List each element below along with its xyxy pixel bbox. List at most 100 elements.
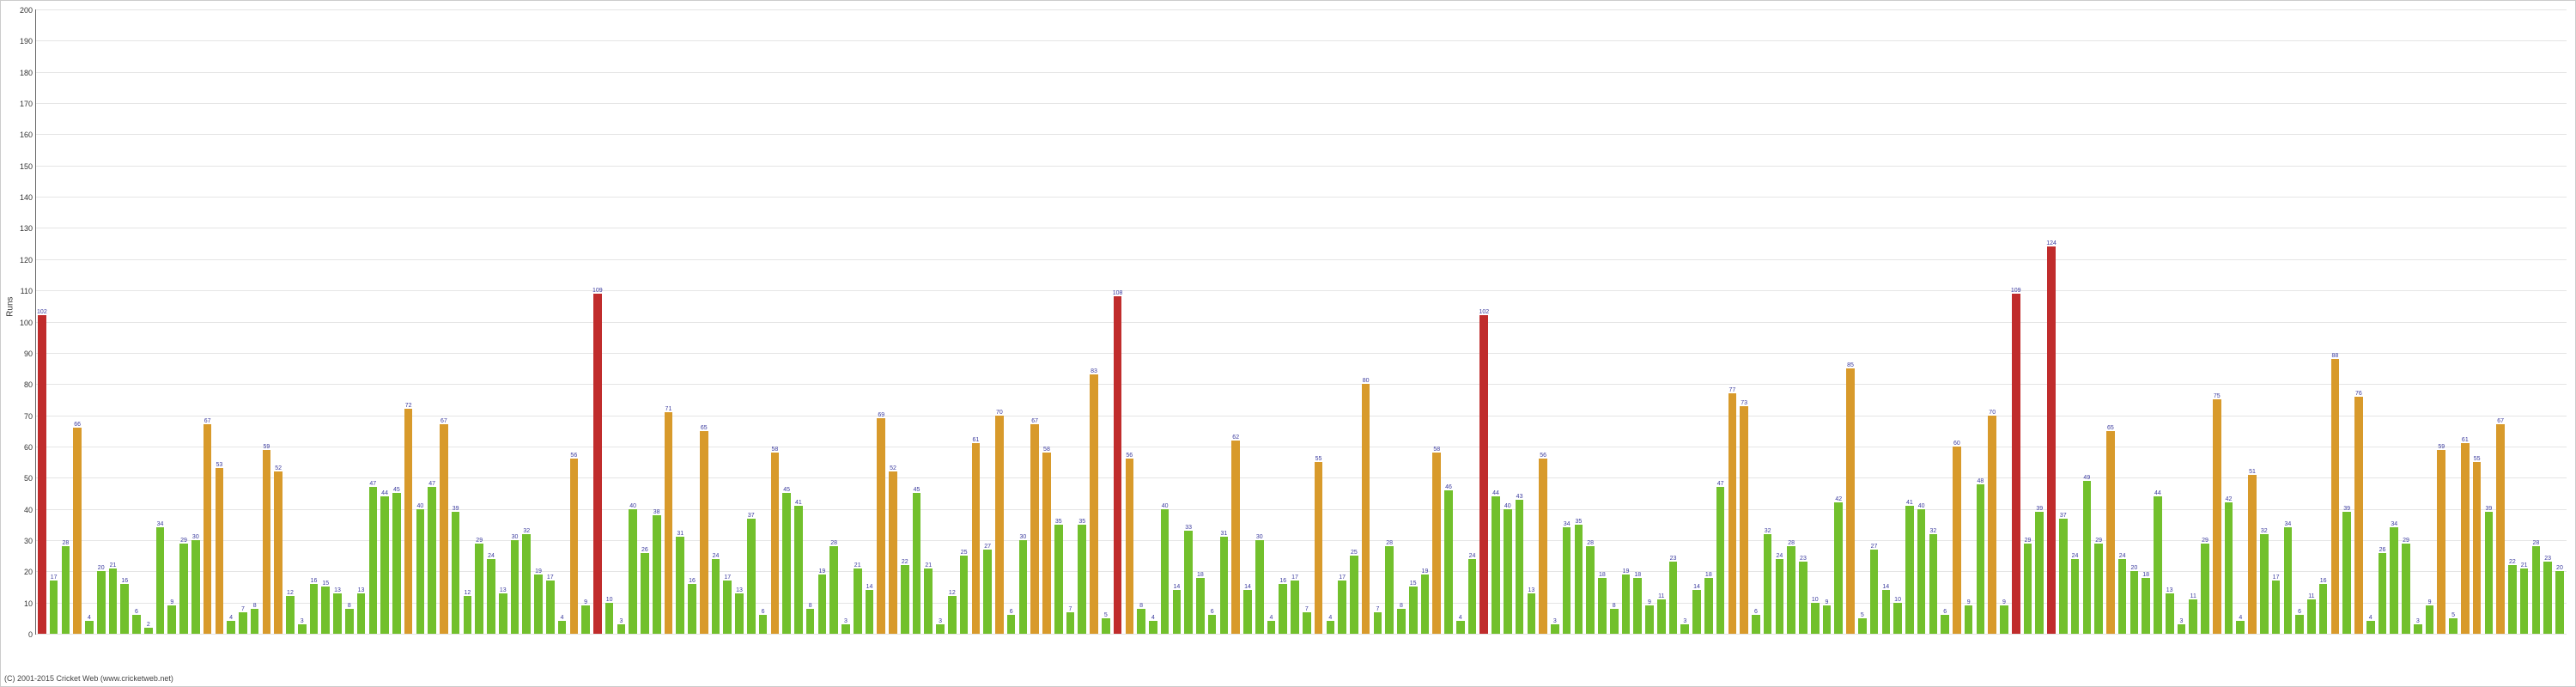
- bar-value-label: 7: [1069, 606, 1072, 612]
- bar-value-label: 6: [1943, 609, 1947, 615]
- bar-fill: [581, 605, 590, 634]
- bar-value-label: 5: [2451, 612, 2455, 618]
- bar: 10: [1809, 9, 1821, 634]
- bar: 29: [473, 9, 485, 634]
- ytick-label: 160: [20, 131, 36, 139]
- bar-value-label: 34: [157, 521, 164, 527]
- bar: 35: [1053, 9, 1065, 634]
- bar: 52: [272, 9, 284, 634]
- bar-fill: [546, 581, 555, 634]
- bar: 16: [1277, 9, 1289, 634]
- bar-fill: [2118, 559, 2127, 634]
- bar-value-label: 9: [170, 599, 173, 605]
- bar-value-label: 40: [1162, 503, 1169, 509]
- bar-value-label: 102: [37, 309, 47, 315]
- bar-fill: [1622, 575, 1631, 634]
- bar: 17: [2270, 9, 2282, 634]
- bar-value-label: 8: [253, 603, 257, 609]
- bar-value-label: 19: [1623, 568, 1630, 575]
- bar-fill: [1019, 540, 1028, 634]
- bar-fill: [1870, 550, 1879, 634]
- bar-fill: [1645, 605, 1654, 634]
- bar-fill: [2543, 562, 2552, 634]
- bar: 32: [520, 9, 532, 634]
- bar-fill: [1917, 509, 1926, 634]
- bar-value-label: 27: [984, 544, 991, 550]
- bar: 71: [663, 9, 675, 634]
- bar-fill: [877, 418, 885, 634]
- bar-fill: [641, 553, 649, 635]
- bar-value-label: 38: [653, 509, 660, 515]
- bar-fill: [1823, 605, 1832, 634]
- bar-fill: [511, 540, 519, 634]
- bar-value-label: 13: [1528, 587, 1534, 593]
- ytick-label: 60: [24, 443, 36, 452]
- bar: 45: [391, 9, 403, 634]
- bar: 58: [1431, 9, 1443, 634]
- bar-value-label: 15: [322, 581, 329, 587]
- bar: 9: [580, 9, 592, 634]
- bar-fill: [2130, 571, 2139, 634]
- bar-fill: [806, 609, 815, 634]
- bar-fill: [1409, 587, 1418, 634]
- bar: 18: [1596, 9, 1608, 634]
- bar: 34: [2281, 9, 2293, 634]
- bar-value-label: 39: [453, 506, 459, 512]
- bar: 13: [355, 9, 368, 634]
- bar-value-label: 26: [641, 547, 648, 553]
- bar: 29: [2022, 9, 2034, 634]
- bar-value-label: 52: [275, 465, 282, 471]
- ytick-label: 0: [28, 630, 36, 639]
- bar-value-label: 21: [110, 562, 117, 568]
- bar-fill: [2508, 565, 2517, 634]
- bar-fill: [854, 568, 862, 634]
- bar-value-label: 42: [1835, 496, 1842, 502]
- ytick-label: 70: [24, 412, 36, 421]
- bar-fill: [2354, 397, 2363, 634]
- bar-fill: [1728, 393, 1737, 634]
- bar-fill: [2154, 496, 2162, 634]
- bar: 20: [2554, 9, 2566, 634]
- bar-fill: [2024, 544, 2032, 634]
- bar: 4: [83, 9, 95, 634]
- bar-value-label: 39: [2343, 506, 2350, 512]
- bar-fill: [2379, 553, 2387, 635]
- bar: 3: [934, 9, 946, 634]
- bar-value-label: 4: [1270, 615, 1273, 621]
- bar-value-label: 14: [866, 584, 873, 590]
- ytick-label: 170: [20, 100, 36, 108]
- bar-fill: [983, 550, 992, 634]
- bar-fill: [829, 546, 838, 634]
- bar: 47: [426, 9, 438, 634]
- bar-fill: [794, 506, 803, 634]
- bar: 9: [166, 9, 178, 634]
- bar: 20: [95, 9, 107, 634]
- bar-fill: [1492, 496, 1500, 634]
- ytick-label: 120: [20, 256, 36, 264]
- bar-value-label: 37: [748, 513, 755, 519]
- bar-fill: [1007, 615, 1016, 634]
- bar-value-label: 41: [1906, 500, 1913, 506]
- bar: 31: [1218, 9, 1230, 634]
- bar: 20: [2129, 9, 2141, 634]
- bar: 41: [793, 9, 805, 634]
- bar-fill: [1563, 527, 1571, 634]
- bar-fill: [216, 468, 224, 634]
- bar: 3: [616, 9, 628, 634]
- bar: 102: [1478, 9, 1490, 634]
- bar-value-label: 6: [1010, 609, 1013, 615]
- bar-fill: [1456, 621, 1465, 634]
- bar-fill: [392, 493, 401, 634]
- bar-fill: [653, 515, 661, 634]
- bar-value-label: 14: [1244, 584, 1251, 590]
- bar-value-label: 4: [1328, 615, 1332, 621]
- bar: 33: [1182, 9, 1194, 634]
- bar-fill: [2449, 618, 2458, 634]
- bar: 7: [1065, 9, 1077, 634]
- bar-fill: [2106, 431, 2115, 634]
- bar: 55: [2471, 9, 2483, 634]
- bar-value-label: 28: [1587, 540, 1594, 546]
- bar-fill: [440, 424, 448, 634]
- bar: 67: [1029, 9, 1041, 634]
- bar-fill: [593, 294, 602, 634]
